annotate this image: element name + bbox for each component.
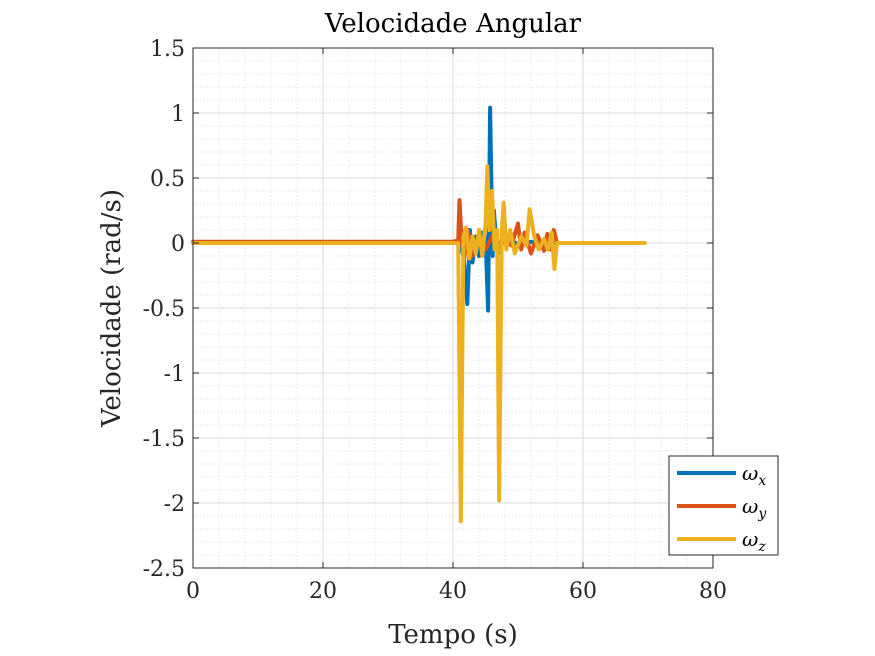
x-tick-label: 60 xyxy=(569,579,597,604)
legend: ωx ωy ωz xyxy=(668,455,779,556)
series-layer xyxy=(191,105,647,524)
series-line-z xyxy=(191,164,647,524)
tick-labels: 0 20 40 60 80 1.5 1 0.5 0 -0.5 -1 -1.5 -2 -2.5 xyxy=(143,37,727,604)
y-tick-label: 1.5 xyxy=(150,37,185,62)
y-tick-label: -2 xyxy=(164,492,185,517)
chart-title: Velocidade Angular xyxy=(324,9,582,39)
legend-label-z: ωz xyxy=(742,527,766,555)
y-tick-label: -1 xyxy=(164,362,185,387)
y-tick-label: 0.5 xyxy=(150,167,185,192)
y-axis-title: Velocidade (rad/s) xyxy=(97,189,127,428)
y-tick-label: -2.5 xyxy=(143,557,185,582)
legend-label-x: ωx xyxy=(742,461,766,489)
x-tick-label: 0 xyxy=(186,579,200,604)
y-tick-label: -0.5 xyxy=(143,297,185,322)
x-tick-label: 20 xyxy=(309,579,337,604)
y-tick-label: -1.5 xyxy=(143,427,185,452)
x-tick-label: 80 xyxy=(699,579,727,604)
x-axis-title: Tempo (s) xyxy=(388,620,518,650)
legend-label-y: ωy xyxy=(742,494,767,522)
y-tick-label: 0 xyxy=(171,232,185,257)
ticks xyxy=(192,47,714,569)
x-tick-label: 40 xyxy=(439,579,467,604)
y-tick-label: 1 xyxy=(171,102,185,127)
